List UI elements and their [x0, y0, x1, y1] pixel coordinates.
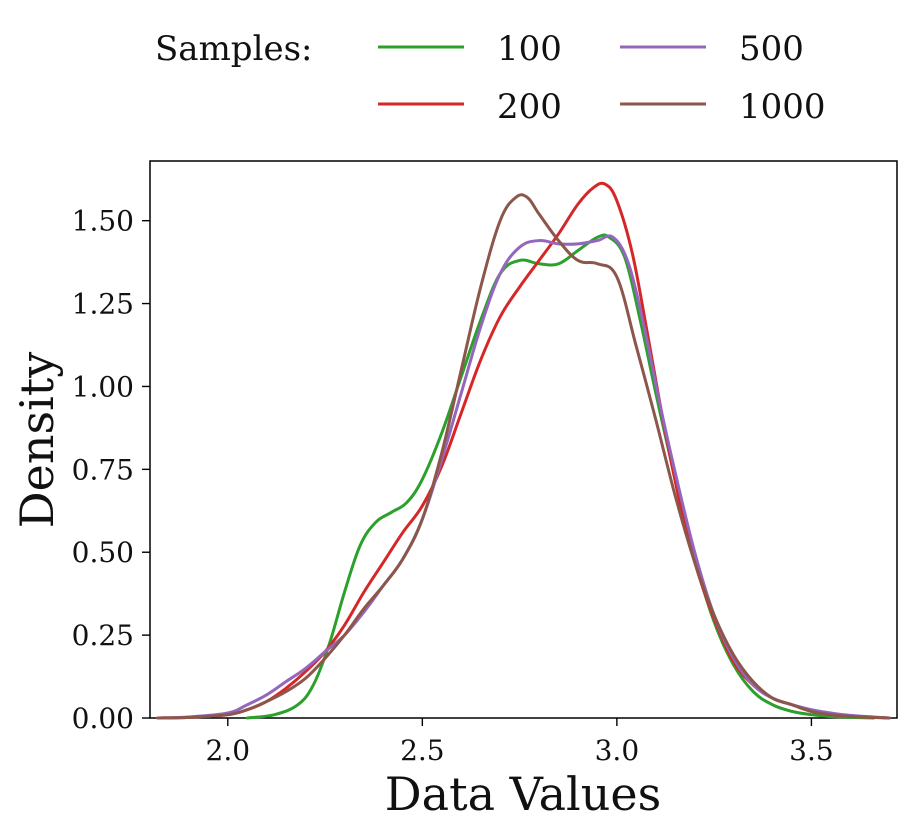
density-series-layer	[156, 181, 891, 720]
density-line-1000	[156, 193, 891, 720]
y-tick-label-0.00: 0.00	[72, 702, 134, 735]
x-tick-label-3.5: 3.5	[789, 734, 834, 767]
legend-title: Samples:	[155, 29, 312, 69]
x-tick-label-2.0: 2.0	[206, 734, 251, 767]
x-axis: 2.0 2.5 3.0 3.5	[206, 718, 834, 767]
density-line-200	[156, 181, 891, 720]
y-tick-label-1.00: 1.00	[72, 370, 134, 403]
legend-label-500: 500	[739, 29, 804, 69]
legend-label-100: 100	[497, 29, 562, 69]
y-axis: 0.00 0.25 0.50 0.75 1.00 1.25 1.50	[72, 205, 150, 735]
density-line-100	[245, 233, 876, 720]
y-tick-label-1.25: 1.25	[72, 288, 134, 321]
legend-label-1000: 1000	[739, 87, 826, 127]
x-axis-label: Data Values	[385, 767, 661, 821]
legend-entries: 100 200 500 1000	[378, 29, 826, 127]
legend: Samples: 100 200 500 1000	[155, 29, 826, 127]
density-line-500	[156, 234, 891, 720]
legend-label-200: 200	[497, 87, 562, 127]
y-tick-label-0.75: 0.75	[72, 453, 134, 486]
x-tick-label-2.5: 2.5	[400, 734, 445, 767]
y-tick-label-0.25: 0.25	[72, 619, 134, 652]
plot-frame	[149, 160, 898, 719]
y-axis-label: Density	[10, 352, 64, 529]
x-tick-label-3.0: 3.0	[595, 734, 640, 767]
y-tick-label-0.50: 0.50	[72, 536, 134, 569]
y-tick-label-1.50: 1.50	[72, 205, 134, 238]
